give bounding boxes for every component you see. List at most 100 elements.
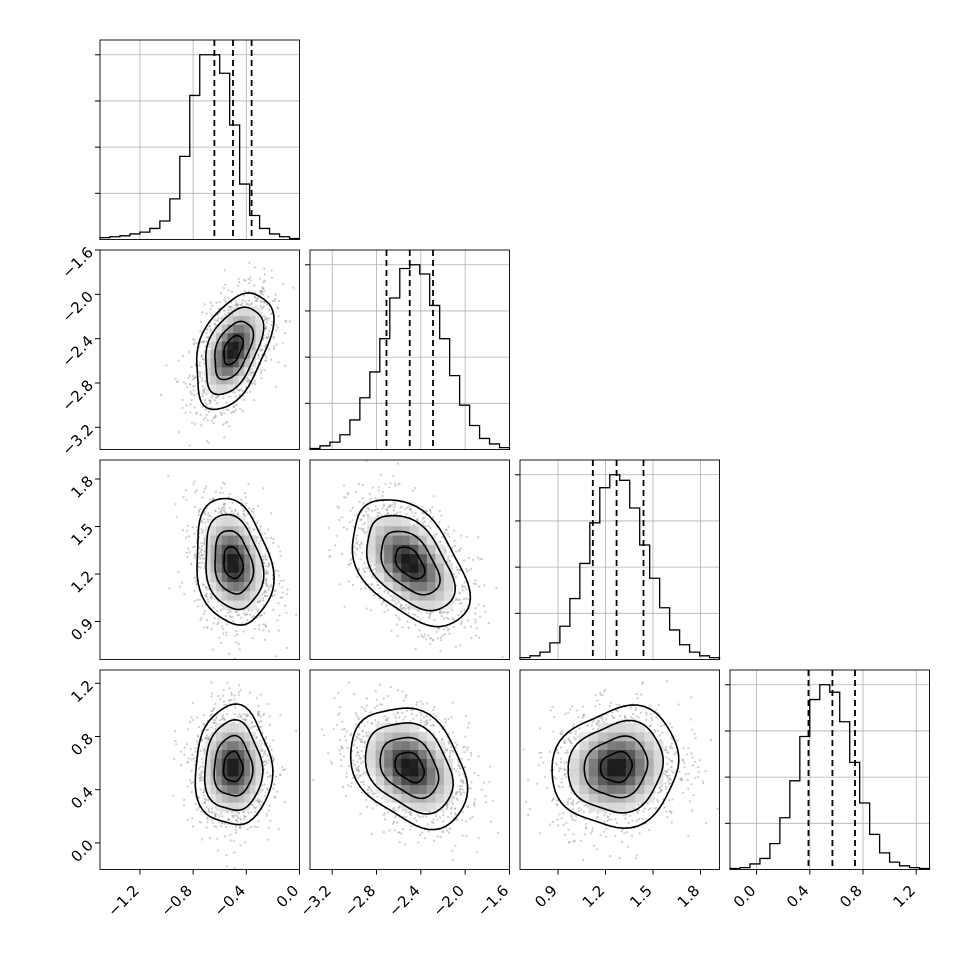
scatter-point xyxy=(261,783,264,787)
density-cell xyxy=(384,553,394,564)
scatter-point xyxy=(213,319,216,322)
scatter-point xyxy=(363,561,366,565)
scatter-point xyxy=(206,419,209,422)
density-cell xyxy=(238,525,245,536)
scatter-point xyxy=(221,423,225,426)
scatter-point xyxy=(422,516,426,520)
density-cell xyxy=(233,535,240,545)
scatter-point xyxy=(451,554,454,557)
scatter-point xyxy=(244,663,246,665)
scatter-point xyxy=(274,329,278,332)
scatter-point xyxy=(431,639,434,642)
density-cell xyxy=(409,562,419,573)
scatter-point xyxy=(282,579,285,582)
scatter-point xyxy=(253,295,256,299)
scatter-point xyxy=(196,808,199,811)
scatter-point xyxy=(192,483,195,486)
density-cell xyxy=(367,516,377,527)
scatter-point xyxy=(203,362,206,365)
scatter-point xyxy=(216,609,219,613)
density-cell xyxy=(367,544,377,555)
scatter-point xyxy=(238,684,241,687)
density-cell xyxy=(210,525,217,536)
density-cell xyxy=(204,349,212,359)
contour-line xyxy=(214,320,255,381)
scatter-point xyxy=(382,503,386,506)
scatter-point xyxy=(368,570,371,573)
scatter-point xyxy=(241,501,244,504)
density-cell xyxy=(227,600,234,610)
scatter-point xyxy=(414,624,417,627)
scatter-point xyxy=(267,295,270,298)
scatter-point xyxy=(419,618,422,621)
density-cell xyxy=(216,366,223,376)
contour-line xyxy=(223,334,244,366)
scatter-point xyxy=(215,402,219,405)
scatter-point xyxy=(217,507,220,510)
scatter-point xyxy=(211,394,214,397)
scatter-point xyxy=(460,534,463,537)
density-cell xyxy=(210,535,217,545)
scatter-point xyxy=(267,333,270,336)
density-cell xyxy=(244,535,251,545)
scatter-point xyxy=(260,614,263,617)
scatter-point xyxy=(248,304,251,307)
scatter-point xyxy=(249,374,253,377)
density-cell xyxy=(210,516,217,527)
scatter-point xyxy=(236,388,239,391)
scatter-point xyxy=(191,385,195,388)
scatter-point xyxy=(253,399,256,402)
density-cell xyxy=(227,358,234,368)
scatter-point xyxy=(182,381,185,384)
scatter-point xyxy=(533,649,535,651)
scatter-point xyxy=(197,552,201,555)
scatter-point xyxy=(225,420,229,424)
contour-line xyxy=(380,530,441,596)
scatter-point xyxy=(397,616,400,619)
density-cell xyxy=(426,590,436,601)
scatter-point xyxy=(229,308,232,311)
scatter-point xyxy=(267,586,270,589)
scatter-point xyxy=(373,567,377,571)
scatter-point xyxy=(381,491,384,494)
scatter-point xyxy=(203,303,206,306)
density-cell xyxy=(375,516,385,527)
density-cell xyxy=(238,307,245,317)
scatter-point xyxy=(411,489,414,492)
scatter-point xyxy=(221,625,224,628)
scatter-point xyxy=(436,637,439,640)
scatter-point xyxy=(193,406,196,409)
scatter-point xyxy=(283,364,287,367)
scatter-point xyxy=(373,509,376,512)
scatter-point xyxy=(203,391,206,394)
scatter-point xyxy=(216,849,220,852)
scatter-point xyxy=(286,588,289,591)
density-cell xyxy=(204,572,212,582)
scatter-point xyxy=(456,568,459,572)
density-cell xyxy=(255,562,262,573)
scatter-point xyxy=(213,399,217,402)
scatter-point xyxy=(360,527,363,530)
density-cell xyxy=(418,581,428,592)
scatter-point xyxy=(237,513,240,516)
scatter-point xyxy=(376,511,379,515)
scatter-point xyxy=(243,289,246,293)
scatter-point xyxy=(369,498,372,501)
scatter-point xyxy=(431,516,435,519)
scatter-point xyxy=(278,614,281,617)
scatter-point xyxy=(474,618,477,621)
scatter-point xyxy=(272,608,275,611)
scatter-point xyxy=(359,546,362,549)
scatter-point xyxy=(227,308,230,311)
scatter-point xyxy=(249,390,252,393)
density-cell xyxy=(221,572,228,582)
scatter-point xyxy=(264,623,267,626)
density-cell xyxy=(238,581,245,592)
scatter-point xyxy=(269,819,272,823)
scatter-point xyxy=(202,543,206,546)
scatter-point xyxy=(389,595,392,598)
scatter-point xyxy=(186,818,189,821)
scatter-point xyxy=(247,278,250,281)
density-cell xyxy=(233,315,240,325)
scatter-point xyxy=(209,307,212,310)
